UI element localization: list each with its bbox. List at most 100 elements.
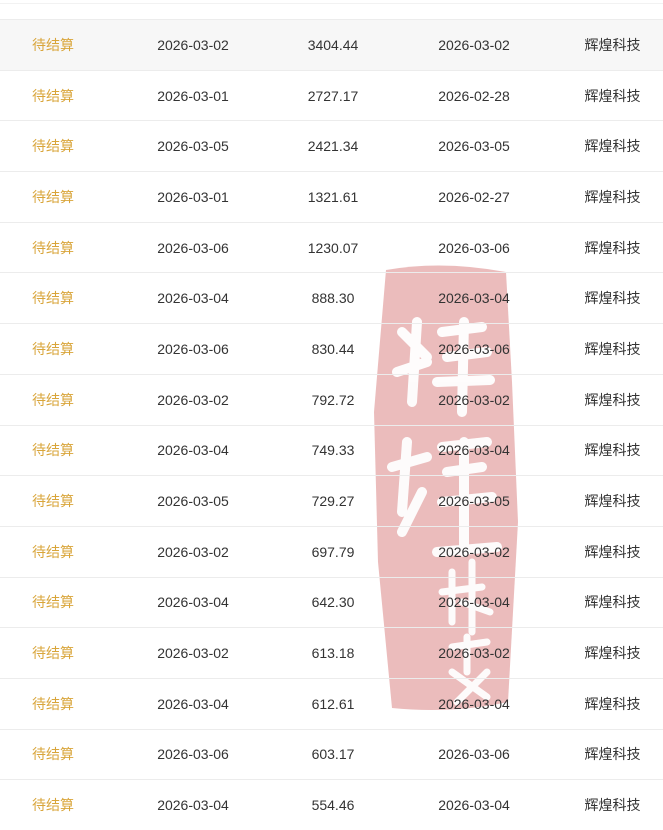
status-cell: 待结算 bbox=[32, 290, 74, 307]
company-cell: 辉煌科技 bbox=[584, 36, 641, 53]
date2-cell: 2026-03-02 bbox=[438, 391, 510, 408]
table-row[interactable]: 待结算 2026-03-02 3404.44 2026-03-02 辉煌科技 bbox=[0, 19, 663, 70]
date-cell: 2026-03-05 bbox=[157, 493, 229, 510]
date-cell: 2026-03-06 bbox=[157, 746, 229, 763]
status-cell: 待结算 bbox=[32, 797, 74, 814]
table-row[interactable]: 待结算 2026-03-02 697.79 2026-03-02 辉煌科技 bbox=[0, 525, 663, 577]
company-cell: 辉煌科技 bbox=[584, 594, 641, 611]
date2-cell: 2026-03-05 bbox=[438, 138, 510, 155]
company-cell: 辉煌科技 bbox=[584, 87, 641, 104]
date-cell: 2026-03-01 bbox=[157, 188, 229, 205]
company-cell: 辉煌科技 bbox=[584, 695, 641, 712]
amount-cell: 2421.34 bbox=[307, 138, 359, 155]
company-cell: 辉煌科技 bbox=[584, 239, 641, 256]
watermark-seal-graphic bbox=[374, 265, 518, 710]
amount-cell: 830.44 bbox=[311, 340, 355, 357]
amount-cell: 749.33 bbox=[311, 442, 355, 459]
amount-cell: 697.79 bbox=[311, 543, 355, 560]
date2-cell: 2026-02-27 bbox=[438, 188, 510, 205]
table-row[interactable]: 待结算 2026-03-05 729.27 2026-03-05 辉煌科技 bbox=[0, 475, 663, 526]
date-cell: 2026-03-02 bbox=[157, 645, 229, 662]
date-cell: 2026-03-04 bbox=[157, 290, 229, 307]
table-row[interactable]: 待结算 2026-03-01 1321.61 2026-02-27 辉煌科技 bbox=[0, 171, 663, 222]
status-cell: 待结算 bbox=[32, 543, 74, 560]
table-top-divider bbox=[0, 0, 663, 4]
status-cell: 待结算 bbox=[32, 746, 74, 763]
company-cell: 辉煌科技 bbox=[584, 493, 641, 510]
amount-cell: 1321.61 bbox=[307, 188, 359, 205]
amount-cell: 612.61 bbox=[311, 695, 355, 712]
date2-cell: 2026-03-02 bbox=[438, 645, 510, 662]
date2-cell: 2026-03-04 bbox=[438, 594, 510, 611]
company-cell: 辉煌科技 bbox=[584, 290, 641, 307]
settlement-table: 待结算 2026-03-02 3404.44 2026-03-02 辉煌科技 待结算 202… bbox=[0, 19, 663, 830]
status-cell: 待结算 bbox=[32, 36, 74, 53]
company-cell: 辉煌科技 bbox=[584, 188, 641, 205]
date2-cell: 2026-03-02 bbox=[438, 36, 510, 53]
date2-cell: 2026-03-06 bbox=[438, 746, 510, 763]
company-cell: 辉煌科技 bbox=[584, 340, 641, 357]
date2-cell: 2026-03-02 bbox=[438, 543, 510, 560]
date-cell: 2026-03-04 bbox=[157, 695, 229, 712]
status-cell: 待结算 bbox=[32, 594, 74, 611]
table-row[interactable]: 待结算 2026-03-04 554.46 2026-03-04 辉煌科技 bbox=[0, 779, 663, 830]
table-row[interactable]: 待结算 2026-03-02 792.72 2026-03-02 辉煌科技 bbox=[0, 373, 663, 425]
amount-cell: 613.18 bbox=[311, 645, 355, 662]
seal-lettering bbox=[387, 317, 502, 706]
date-cell: 2026-03-05 bbox=[157, 138, 229, 155]
table-row[interactable]: 待结算 2026-03-05 2421.34 2026-03-05 辉煌科技 bbox=[0, 120, 663, 171]
company-cell: 辉煌科技 bbox=[584, 543, 641, 560]
status-cell: 待结算 bbox=[32, 340, 74, 357]
date-cell: 2026-03-04 bbox=[157, 442, 229, 459]
table-row[interactable]: 待结算 2026-03-02 613.18 2026-03-02 辉煌科技 bbox=[0, 627, 663, 678]
status-cell: 待结算 bbox=[32, 188, 74, 205]
date-cell: 2026-03-06 bbox=[157, 239, 229, 256]
status-cell: 待结算 bbox=[32, 645, 74, 662]
company-cell: 辉煌科技 bbox=[584, 746, 641, 763]
table-row[interactable]: 待结算 2026-03-04 888.30 2026-03-04 辉煌科技 bbox=[0, 272, 663, 323]
date-cell: 2026-03-06 bbox=[157, 340, 229, 357]
amount-cell: 729.27 bbox=[311, 493, 355, 510]
status-cell: 待结算 bbox=[32, 391, 74, 408]
table-row[interactable]: 待结算 2026-03-06 830.44 2026-03-06 辉煌科技 bbox=[0, 323, 663, 374]
status-cell: 待结算 bbox=[32, 239, 74, 256]
table-row[interactable]: 待结算 2026-03-04 749.33 2026-03-04 辉煌科技 bbox=[0, 424, 663, 476]
date2-cell: 2026-03-04 bbox=[438, 695, 510, 712]
company-cell: 辉煌科技 bbox=[584, 645, 641, 662]
date2-cell: 2026-03-04 bbox=[438, 290, 510, 307]
company-cell: 辉煌科技 bbox=[584, 391, 641, 408]
date2-cell: 2026-03-04 bbox=[438, 442, 510, 459]
amount-cell: 554.46 bbox=[311, 797, 355, 814]
table-row[interactable]: 待结算 2026-03-01 2727.17 2026-02-28 辉煌科技 bbox=[0, 69, 663, 121]
date2-cell: 2026-02-28 bbox=[438, 87, 510, 104]
status-cell: 待结算 bbox=[32, 695, 74, 712]
amount-cell: 1230.07 bbox=[307, 239, 359, 256]
status-cell: 待结算 bbox=[32, 138, 74, 155]
amount-cell: 2727.17 bbox=[307, 87, 359, 104]
table-row[interactable]: 待结算 2026-03-06 603.17 2026-03-06 辉煌科技 bbox=[0, 728, 663, 780]
date-cell: 2026-03-02 bbox=[157, 543, 229, 560]
status-cell: 待结算 bbox=[32, 87, 74, 104]
company-cell: 辉煌科技 bbox=[584, 797, 641, 814]
date2-cell: 2026-03-06 bbox=[438, 340, 510, 357]
amount-cell: 792.72 bbox=[311, 391, 355, 408]
date2-cell: 2026-03-04 bbox=[438, 797, 510, 814]
company-cell: 辉煌科技 bbox=[584, 138, 641, 155]
amount-cell: 3404.44 bbox=[307, 36, 359, 53]
company-cell: 辉煌科技 bbox=[584, 442, 641, 459]
amount-cell: 642.30 bbox=[311, 594, 355, 611]
table-row[interactable]: 待结算 2026-03-04 612.61 2026-03-04 辉煌科技 bbox=[0, 677, 663, 729]
watermark-seal bbox=[372, 262, 520, 712]
date2-cell: 2026-03-06 bbox=[438, 239, 510, 256]
date2-cell: 2026-03-05 bbox=[438, 493, 510, 510]
date-cell: 2026-03-02 bbox=[157, 36, 229, 53]
status-cell: 待结算 bbox=[32, 442, 74, 459]
status-cell: 待结算 bbox=[32, 493, 74, 510]
table-row[interactable]: 待结算 2026-03-06 1230.07 2026-03-06 辉煌科技 bbox=[0, 221, 663, 273]
amount-cell: 603.17 bbox=[311, 746, 355, 763]
date-cell: 2026-03-02 bbox=[157, 391, 229, 408]
date-cell: 2026-03-04 bbox=[157, 594, 229, 611]
amount-cell: 888.30 bbox=[311, 290, 355, 307]
table-row[interactable]: 待结算 2026-03-04 642.30 2026-03-04 辉煌科技 bbox=[0, 576, 663, 628]
date-cell: 2026-03-01 bbox=[157, 87, 229, 104]
